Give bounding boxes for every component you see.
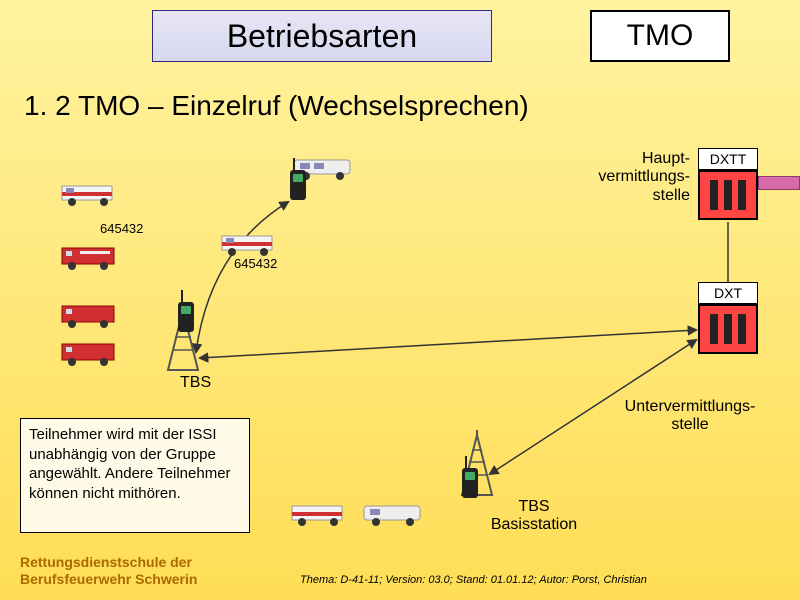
issi-number-1: 645432 — [100, 221, 143, 236]
radio-icon — [176, 290, 196, 332]
footer-org: Rettungsdienstschule der Berufsfeuerwehr… — [20, 554, 197, 588]
issi-number-2: 645432 — [234, 256, 277, 271]
tbs-basis-label: TBS Basisstation — [474, 498, 594, 535]
subtitle: 1. 2 TMO – Einzelruf (Wechselsprechen) — [24, 90, 529, 122]
unter-label: Untervermittlungs- stelle — [600, 398, 780, 435]
radio-icon — [460, 456, 480, 498]
dxtt-label: DXTT — [698, 148, 758, 170]
haupt-label: Haupt- vermittlungs- stelle — [570, 150, 690, 205]
footer-meta: Thema: D-41-11; Version: 03.0; Stand: 01… — [300, 574, 760, 586]
vehicle-ambulance-icon — [60, 180, 122, 206]
dxt-label: DXT — [698, 282, 758, 304]
dxtt-server-icon — [698, 170, 758, 220]
explanation-box: Teilnehmer wird mit der ISSI unabhängig … — [20, 418, 250, 533]
title-box: Betriebsarten — [152, 10, 492, 62]
vehicle-firetruck-icon — [60, 244, 122, 270]
vehicle-firetruck-icon — [60, 340, 122, 366]
connection-bar-icon — [758, 176, 800, 190]
radio-icon — [288, 158, 308, 200]
vehicle-ambulance-icon — [220, 230, 282, 256]
page-title: Betriebsarten — [227, 18, 417, 55]
corner-label: TMO — [627, 19, 694, 53]
dxt-server-icon — [698, 304, 758, 354]
corner-box: TMO — [590, 10, 730, 62]
vehicle-firetruck-icon — [60, 302, 122, 328]
tbs-label: TBS — [180, 374, 211, 392]
explanation-text: Teilnehmer wird mit der ISSI unabhängig … — [29, 426, 231, 502]
vehicle-firetruck-icon — [290, 500, 352, 526]
vehicle-van-icon — [360, 500, 430, 526]
